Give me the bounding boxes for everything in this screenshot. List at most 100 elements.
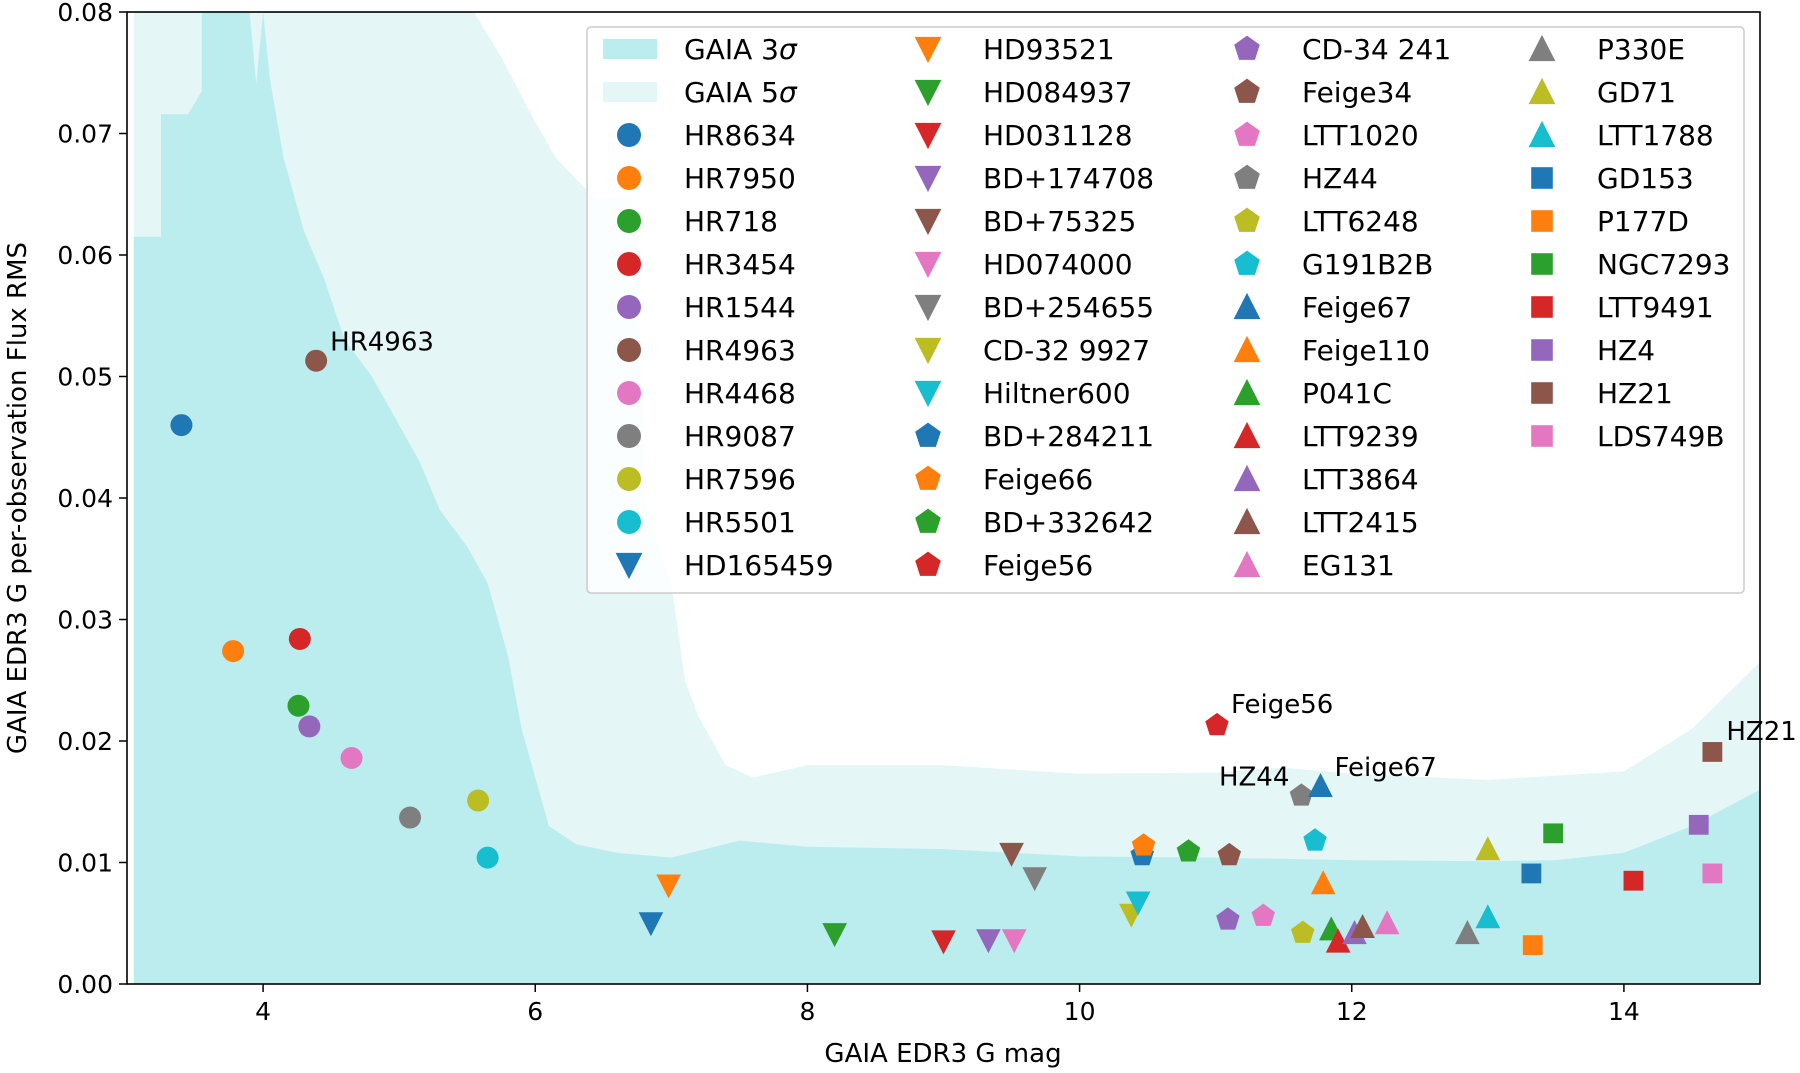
y-tick-label: 0.05 <box>57 363 113 392</box>
annotation-hr4963: HR4963 <box>330 328 434 358</box>
point-cd-34-241 <box>1216 907 1240 930</box>
legend-label-gd71: GD71 <box>1597 76 1676 109</box>
point-gd153 <box>1521 863 1542 884</box>
x-axis-title: GAIA EDR3 G mag <box>824 1039 1061 1069</box>
legend-label-hd074000: HD074000 <box>983 248 1133 281</box>
legend-marker-hd031128 <box>914 122 942 150</box>
legend-label-hr5501: HR5501 <box>684 506 796 539</box>
point-feige67 <box>1308 773 1333 797</box>
band-gaia-3-sigma <box>133 12 1760 984</box>
legend-label-ltt2415: LTT2415 <box>1302 506 1419 539</box>
point-ltt1020 <box>1251 903 1275 926</box>
legend-swatch-gaia-3-sigma <box>603 39 657 59</box>
legend-marker-feige66 <box>915 465 941 490</box>
point-hz44 <box>1289 783 1314 806</box>
legend-label-g191b2b: G191B2B <box>1302 248 1433 281</box>
point-p330e <box>1455 920 1480 945</box>
legend-marker-cd-32-9927 <box>914 337 942 365</box>
legend-marker-hz21 <box>1531 382 1553 404</box>
annotation-hz21: HZ21 <box>1726 717 1796 747</box>
legend-marker-feige34 <box>1234 78 1260 103</box>
point-hd074000 <box>1001 929 1027 954</box>
legend-marker-p177d <box>1531 210 1553 232</box>
point-bd-332642 <box>1176 839 1201 862</box>
legend-label-bd-284211: BD+284211 <box>983 420 1154 453</box>
point-hz4 <box>1688 814 1709 835</box>
legend-label-bd-332642: BD+332642 <box>983 506 1154 539</box>
point-feige34 <box>1217 842 1241 866</box>
point-feige110 <box>1310 870 1336 895</box>
y-tick-label: 0.04 <box>57 484 113 513</box>
y-tick-label: 0.07 <box>57 120 113 149</box>
legend-label-hz21: HZ21 <box>1597 377 1673 410</box>
legend-marker-gd71 <box>1528 77 1556 105</box>
legend-label-lds749b: LDS749B <box>1597 420 1725 453</box>
point-hz21 <box>1702 742 1723 762</box>
legend-label-p177d: P177D <box>1597 205 1689 238</box>
legend-label-eg131: EG131 <box>1302 549 1395 582</box>
legend-marker-hz4 <box>1531 339 1553 361</box>
legend-marker-ltt1020 <box>1234 121 1260 146</box>
point-feige56 <box>1205 712 1229 736</box>
y-tick-label: 0.00 <box>57 970 113 999</box>
point-lds749b <box>1702 863 1723 884</box>
point-ltt6248 <box>1291 920 1315 943</box>
legend: GAIA 3σ GAIA 5σ HR8634 HR7950 HR718 HR3454 HR1… <box>586 26 1745 594</box>
legend-box <box>586 26 1745 594</box>
legend-label-hz4: HZ4 <box>1597 334 1655 367</box>
sigma-symbol: σ <box>779 33 798 66</box>
legend-label-hd031128: HD031128 <box>983 119 1133 152</box>
legend-marker-eg131 <box>1233 550 1261 578</box>
legend-label-hd084937: HD084937 <box>983 76 1133 109</box>
legend-label-feige56: Feige56 <box>983 549 1093 582</box>
point-p177d <box>1522 935 1543 956</box>
legend-marker-feige56 <box>915 551 941 576</box>
x-tick-label: 10 <box>1064 997 1096 1026</box>
legend-label-cd-34-241: CD-34 241 <box>1302 33 1451 66</box>
legend-label-p041c: P041C <box>1302 377 1392 410</box>
x-tick-label: 6 <box>527 997 543 1026</box>
legend-label-ltt9239: LTT9239 <box>1302 420 1419 453</box>
legend-label-hz44: HZ44 <box>1302 162 1378 195</box>
legend-label-hr4468: HR4468 <box>684 377 796 410</box>
legend-marker-bd-284211 <box>915 422 941 447</box>
y-tick-label: 0.02 <box>57 727 113 756</box>
legend-label-hr718: HR718 <box>684 205 778 238</box>
annotation-hz44: HZ44 <box>1219 763 1289 793</box>
legend-marker-p041c <box>1233 378 1261 406</box>
legend-marker-hd93521 <box>914 36 942 64</box>
band-gaia-5-sigma <box>133 12 1760 984</box>
legend-marker-hr4963 <box>617 338 641 362</box>
point-hr8634 <box>170 414 193 437</box>
legend-marker-hr7950 <box>617 166 641 190</box>
point-hd084937 <box>822 923 847 948</box>
point-hr9087 <box>399 806 422 829</box>
legend-marker-hd074000 <box>914 251 942 279</box>
legend-label-hr4963: HR4963 <box>684 334 796 367</box>
legend-marker-ltt9239 <box>1233 421 1261 449</box>
y-tick-label: 0.06 <box>57 241 113 270</box>
point-ngc7293 <box>1543 823 1564 844</box>
point-hr7596 <box>467 789 490 812</box>
point-hr4963 <box>305 349 328 372</box>
legend-label-feige66: Feige66 <box>983 463 1093 496</box>
point-hr4468 <box>340 747 363 770</box>
legend-marker-lds749b <box>1531 425 1553 447</box>
legend-marker-ltt1788 <box>1528 120 1556 148</box>
point-hd165459 <box>638 912 664 937</box>
legend-marker-p330e <box>1528 34 1556 62</box>
legend-marker-bd-332642 <box>915 508 941 533</box>
point-hd031128 <box>931 930 956 955</box>
y-tick-label: 0.01 <box>57 849 113 878</box>
legend-label-ngc7293: NGC7293 <box>1597 248 1730 281</box>
legend-marker-bd-75325 <box>914 208 942 236</box>
legend-label-hr3454: HR3454 <box>684 248 796 281</box>
point-hiltner600 <box>1125 891 1151 916</box>
axes: 4 6 8 10 12 14 0.00 0.01 0.02 0.03 0.04 0.05 0.06 0.0… <box>57 0 1639 1026</box>
legend-label-feige67: Feige67 <box>1302 291 1412 324</box>
point-gd71 <box>1475 836 1501 861</box>
legend-label-bd-174708: BD+174708 <box>983 162 1154 195</box>
point-hr3454 <box>288 627 311 650</box>
legend-label-bd-254655: BD+254655 <box>983 291 1154 324</box>
point-ltt9491 <box>1623 870 1644 891</box>
